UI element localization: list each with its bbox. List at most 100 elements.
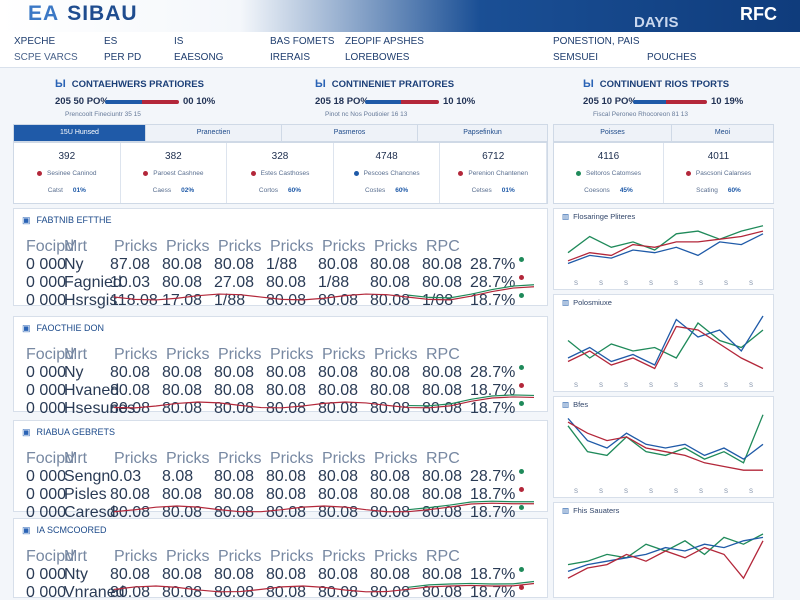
table-cell: Ny [64, 364, 84, 381]
table-cell: 80.08 [422, 584, 463, 600]
table-cell: 0 000 [26, 400, 67, 417]
panel-title: ▣ RIABUA GEBRETS [22, 427, 116, 437]
menu-subitem[interactable]: IRERAIS [270, 52, 311, 63]
table-header-cell: Pricks [374, 548, 418, 565]
side-line-chart: ▥ Fhis Sauaters [553, 502, 774, 598]
series-line-red [567, 230, 764, 262]
table-cell: 80.08 [266, 292, 307, 309]
series-line-green [567, 322, 764, 359]
tab-item[interactable]: Papsefinkun [463, 129, 502, 136]
kpi-label: Seltoros Catomses [554, 170, 663, 177]
metric-title: Ы CONTAEHWERS PRATIORES [55, 78, 204, 90]
x-tick-label: S [624, 383, 629, 389]
table-cell: 80.08 [370, 364, 411, 381]
row-trend-chart [113, 284, 535, 301]
table-header-cell: Pricks [218, 548, 262, 565]
table-cell: 80.08 [214, 486, 255, 503]
kpi-card-strip-right: 4116 Seltoros Catomses Coesons 45% 4011 P… [553, 142, 774, 204]
tab-item[interactable]: Pasmeros [282, 125, 418, 141]
table-cell: 80.08 [214, 504, 255, 521]
menu-item[interactable]: ZEOPIF APSHES [345, 36, 424, 47]
tab-item[interactable]: Meoi [714, 129, 731, 136]
table-header-cell: Pricks [114, 346, 158, 363]
table-cell: 80.08 [162, 382, 203, 399]
menu-subitem[interactable]: POUCHES [647, 52, 697, 63]
row-status-dot-icon [519, 401, 524, 406]
metric-icon: Ы [55, 78, 66, 90]
app-logo[interactable]: EA SIBAU [28, 2, 138, 25]
series-line-blue [567, 536, 764, 573]
kpi-card[interactable]: 382 Paroest Cashnee Caess 02% [121, 143, 228, 203]
row-trend-chart [113, 580, 535, 593]
table-cell: 18.7% [470, 566, 516, 583]
brand-label: DAYIS [634, 14, 679, 31]
menu-item[interactable]: ES [104, 36, 118, 47]
row-status-dot-icon [519, 469, 524, 474]
chart-title: ▥ Flosaringe Pliteres [562, 212, 636, 221]
table-cell: 80.08 [318, 486, 359, 503]
table-cell: 80.08 [318, 256, 359, 273]
metric-icon: Ы [315, 78, 326, 90]
metric-progress-rest [142, 100, 179, 104]
metric-title: Ы CONTINUENT RIOS TPORTS [583, 78, 730, 90]
kpi-value: 382 [165, 151, 182, 162]
status-dot-icon [37, 170, 43, 176]
kpi-label: Estes Casthoses [227, 170, 333, 177]
kpi-card[interactable]: 392 Sesinee Caninod Catst 01% [14, 143, 121, 203]
menu-item[interactable]: XPECHE [14, 36, 56, 47]
table-cell: 18.7% [470, 292, 516, 309]
table-cell: 0 000 [26, 382, 67, 399]
table-cell: 0.03 [110, 468, 142, 485]
table-cell: 0 000 [26, 256, 67, 273]
table-header-cell: Pricks [322, 450, 366, 467]
menu-bar: XPECHE SCPE VARCS ES PER PD IS EAESONG B… [0, 32, 800, 68]
kpi-card[interactable]: 4748 Pescoes Chancnes Costes 60% [334, 143, 441, 203]
table-cell: 80.08 [214, 364, 255, 381]
kpi-value: 4116 [597, 151, 620, 162]
metric-right-value: 00 10% [183, 96, 216, 107]
row-status-dot-icon [519, 505, 524, 510]
kpi-card[interactable]: 4011 Pascsoni Calanses Scating 60% [664, 143, 774, 203]
data-panel: ▣ FABTNIB EFTTHE Focipd Mrt Pricks Pricks Pric… [13, 208, 548, 309]
tab-item[interactable]: Poisses [554, 125, 672, 141]
menu-subitem[interactable]: SCPE VARCS [14, 52, 78, 63]
tab-item[interactable]: Pranectien [146, 125, 282, 141]
menu-subitem[interactable]: LOREBOWES [345, 52, 410, 63]
menu-subitem[interactable]: SEMSUEI [553, 52, 599, 63]
table-cell: 80.08 [266, 382, 307, 399]
x-tick-label: S [674, 281, 679, 287]
menu-item[interactable]: PONESTION, PAIS [553, 36, 640, 47]
table-cell: 80.08 [318, 364, 359, 381]
table-cell: 80.08 [370, 468, 411, 485]
row-status-dot-icon [519, 365, 524, 370]
menu-item[interactable]: IS [174, 36, 184, 47]
table-header-cell: Pricks [322, 238, 366, 255]
series-line-blue [567, 315, 764, 366]
table-cell: 1/88 [266, 256, 298, 273]
metric-icon: Ы [583, 78, 594, 90]
kpi-card[interactable]: 4116 Seltoros Catomses Coesons 45% [554, 143, 664, 203]
kpi-card[interactable]: 6712 Perenion Chantenen Cetses 01% [440, 143, 547, 203]
table-cell: Caresd [64, 504, 116, 521]
table-cell: 18.7% [470, 584, 516, 600]
menu-subitem[interactable]: EAESONG [174, 52, 224, 63]
table-cell: 80.08 [318, 468, 359, 485]
kpi-label: Perenion Chantenen [440, 170, 546, 177]
x-tick-label: S [699, 383, 704, 389]
metric-left-value: 205 18 PO% [315, 96, 369, 107]
table-cell: Hvaned [64, 382, 120, 399]
table-cell: 80.08 [110, 486, 151, 503]
trend-line-red [113, 396, 535, 409]
table-header-cell: Pricks [270, 450, 314, 467]
series-line-blue [567, 417, 764, 460]
chart-title: ▥ Polosmiuxe [562, 298, 612, 307]
metric-subtext: Pinot nc Nos Poutioier 16 13 [325, 111, 408, 118]
table-cell: 18.7% [470, 382, 516, 399]
tab-item[interactable]: 15U Hunsed [14, 125, 146, 141]
menu-subitem[interactable]: PER PD [104, 52, 142, 63]
menu-item[interactable]: BAS FOMETS [270, 36, 335, 47]
kpi-card[interactable]: 328 Estes Casthoses Cortos 60% [227, 143, 334, 203]
table-header-cell: Pricks [374, 450, 418, 467]
table-header-cell: Focipd [26, 346, 75, 363]
table-cell: Sengn [64, 468, 111, 485]
